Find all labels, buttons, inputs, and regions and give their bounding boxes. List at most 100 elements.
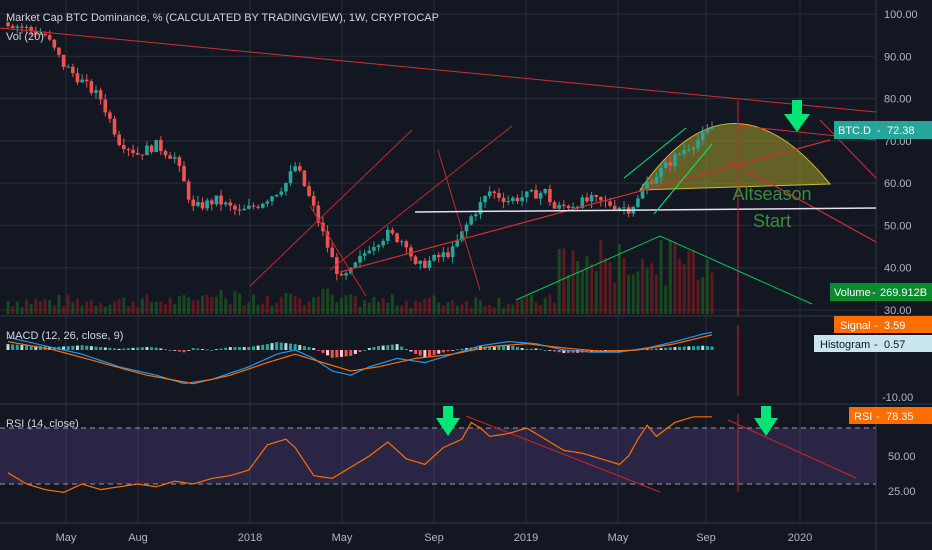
candle-body xyxy=(682,150,687,154)
histogram-bar xyxy=(682,346,686,350)
volume-bar xyxy=(650,263,654,314)
histogram-bar xyxy=(358,350,362,352)
volume-bar xyxy=(279,297,283,314)
histogram-bar xyxy=(187,350,191,351)
candle-body xyxy=(288,171,293,184)
histogram-bar xyxy=(326,350,330,356)
histogram-bar xyxy=(548,350,552,351)
candle-body xyxy=(608,201,612,206)
candle-body xyxy=(140,154,145,156)
histogram-bar xyxy=(409,350,413,352)
histogram-bar xyxy=(381,345,385,350)
btcd-value: 72.38 xyxy=(887,125,915,137)
histogram-bar xyxy=(335,350,339,358)
histogram-bar xyxy=(664,347,668,350)
histogram-bar xyxy=(395,344,399,350)
volume-bar xyxy=(122,297,126,314)
rsi-label: RSI xyxy=(854,411,872,423)
histogram-bar xyxy=(566,350,570,353)
histogram-bar xyxy=(122,348,126,350)
volume-bar xyxy=(312,297,316,314)
candle-body xyxy=(168,155,172,159)
chart-title: Market Cap BTC Dominance, % (CALCULATED … xyxy=(6,12,439,24)
macd-title: MACD (12, 26, close, 9) xyxy=(6,330,123,342)
volume-bar xyxy=(404,300,408,314)
histogram-bar xyxy=(75,345,79,350)
volume-bar xyxy=(511,304,515,314)
candle-body xyxy=(237,209,242,211)
candle-body xyxy=(186,181,191,200)
candle-body xyxy=(385,229,390,241)
candle-body xyxy=(279,191,284,195)
histogram-bar xyxy=(15,344,19,350)
volume-bar xyxy=(474,297,478,314)
histogram-bar xyxy=(659,348,663,350)
volume-bar xyxy=(43,298,47,314)
candle-body xyxy=(135,153,140,155)
histogram-bar xyxy=(506,345,510,350)
candle-body xyxy=(464,224,469,232)
histogram-bar xyxy=(673,347,677,350)
candle-body xyxy=(223,202,228,205)
candle-body xyxy=(20,26,24,28)
volume-bar xyxy=(66,294,70,314)
volume-bar xyxy=(52,305,56,314)
histogram-bar xyxy=(210,350,214,351)
volume-bar xyxy=(94,305,98,314)
candle-body xyxy=(668,162,673,167)
volume-bar xyxy=(594,270,598,314)
candle-body xyxy=(622,207,626,209)
volume-bar xyxy=(15,301,19,314)
candle-body xyxy=(548,189,552,203)
volume-bar xyxy=(381,297,385,314)
time-axis[interactable]: May Aug 2018 May Sep 2019 May Sep 2020 xyxy=(56,532,813,544)
volume-bar xyxy=(349,294,353,314)
volume-bar xyxy=(455,305,459,314)
histogram-bar xyxy=(247,347,251,350)
candle-body xyxy=(663,162,668,169)
candle-body xyxy=(251,205,256,207)
macd-tick-label: -10.00 xyxy=(882,392,913,404)
histogram-bar xyxy=(543,350,547,351)
candle-body xyxy=(66,66,71,68)
histogram-bar xyxy=(126,348,130,350)
histogram-bar xyxy=(219,348,223,350)
volume-bar xyxy=(163,304,167,314)
candle-body xyxy=(145,145,149,156)
volume-bar xyxy=(358,306,362,314)
histogram-value: 0.57 xyxy=(884,339,905,351)
volume-bar xyxy=(664,285,668,314)
histogram-bar xyxy=(307,347,311,350)
candle-body xyxy=(112,118,117,135)
volume-bar xyxy=(460,304,464,314)
histogram-bar xyxy=(483,346,487,350)
candle-body xyxy=(455,240,460,247)
candle-body xyxy=(511,197,515,202)
volume-bar xyxy=(150,301,154,314)
histogram-bar xyxy=(404,349,408,350)
volume-bar xyxy=(154,301,158,314)
candle-body xyxy=(649,181,654,184)
annotation-line1: Altseason xyxy=(732,184,811,204)
histogram-bar xyxy=(34,345,38,350)
volume-bar xyxy=(525,294,529,314)
candle-body xyxy=(436,254,441,258)
histogram-bar xyxy=(182,350,186,353)
green-arrow-icon xyxy=(436,406,460,436)
histogram-bar xyxy=(344,350,348,357)
time-tick-label: Aug xyxy=(128,532,148,544)
volume-bar xyxy=(168,297,172,314)
candle-body xyxy=(159,140,163,152)
candle-body xyxy=(200,202,205,209)
candle-body xyxy=(710,128,714,130)
volume-bar xyxy=(261,303,265,314)
vol-label: Vol (20) xyxy=(6,31,44,43)
candle-body xyxy=(247,205,251,209)
volume-bar xyxy=(196,299,200,314)
candle-body xyxy=(228,202,233,206)
volume-bar xyxy=(339,298,343,314)
volume-bar xyxy=(293,296,297,314)
volume-bar xyxy=(145,294,149,314)
